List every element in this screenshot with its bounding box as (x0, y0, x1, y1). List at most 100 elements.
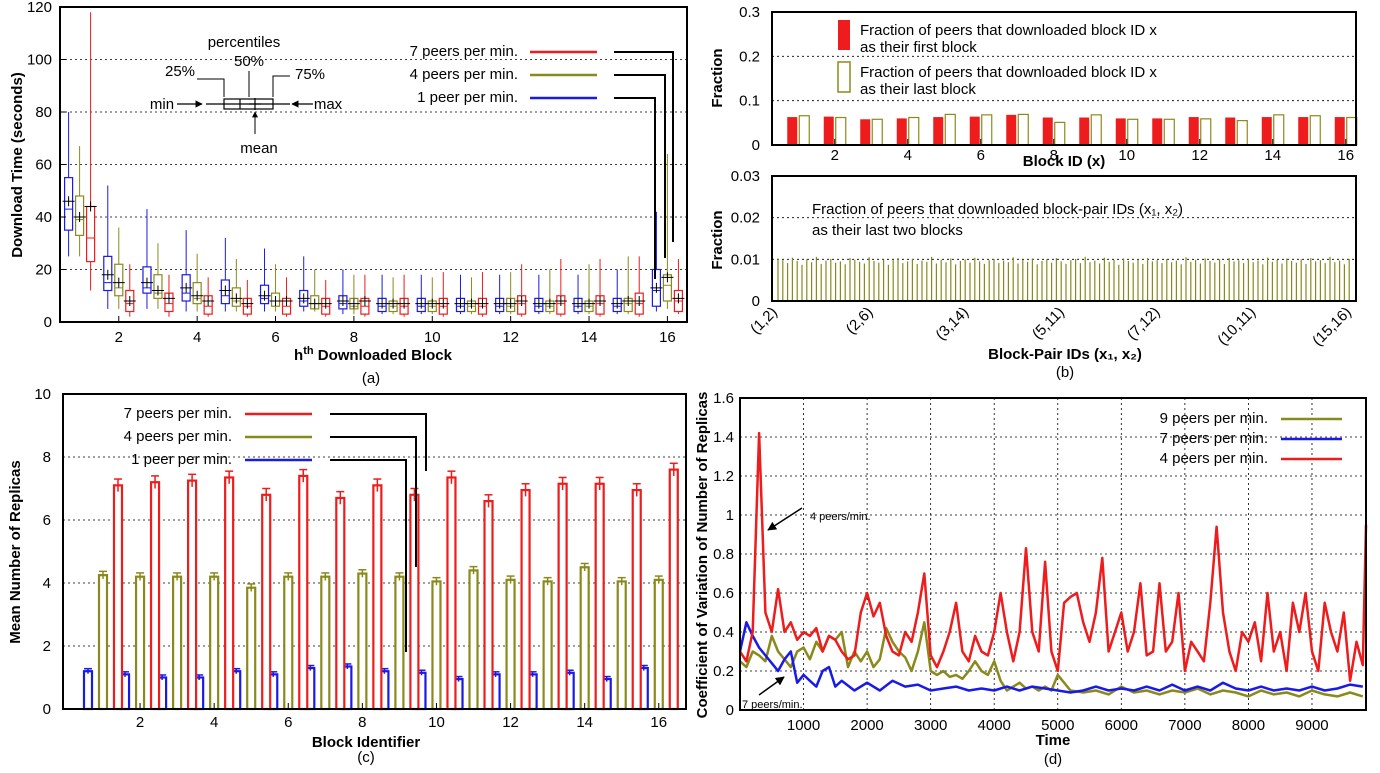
tick-label-x: 10 (428, 714, 445, 731)
tick-label-x: 8 (358, 714, 366, 731)
panel-b-bottom-annotation-1: Fraction of peers that downloaded block-… (812, 201, 1183, 218)
bar-first-block (1079, 117, 1090, 145)
tick-label-y: 0.3 (739, 4, 760, 21)
tick-label-x: 2 (115, 329, 123, 346)
panel-a-boxplot: 0 20 40 60 80 100 120 2 4 6 8 10 12 14 16 Download Tim… (9, 0, 688, 387)
bar-last-block (944, 113, 956, 146)
legend-label-1-peer: 1 peer per min. (417, 89, 518, 106)
tick-label-y: 10 (34, 386, 51, 403)
replica-bar (97, 574, 109, 711)
panel-b-bottom-annotation-2: as their last two blocks (812, 222, 963, 239)
tick-label-y: 0 (752, 137, 760, 154)
panel-c-frame (62, 393, 687, 710)
tick-label-x: 6000 (1105, 717, 1138, 734)
tick-label-x: 12 (1191, 147, 1208, 164)
series-line (738, 621, 1363, 694)
panel-c-ticks: 0 2 4 6 8 10 2 4 6 8 10 12 14 16 (34, 386, 667, 731)
tick-label-y: 0.6 (713, 585, 734, 602)
tick-label-x: 14 (576, 714, 593, 731)
bar-last-block (871, 118, 883, 146)
panel-b-bottom-frame (771, 175, 1357, 302)
tick-label-x: 2 (136, 714, 144, 731)
legend-label-7-peers-c: 7 peers per min. (124, 405, 232, 422)
tick-label-x: 10 (424, 329, 441, 346)
panel-a-ylabel: Download Time (seconds) (9, 72, 26, 258)
legend-label-4-peers-c: 4 peers per min. (124, 428, 232, 445)
bar-last-block (1127, 118, 1139, 146)
tick-label-y: 1.2 (713, 468, 734, 485)
panel-b-bottom-ylabel: Fraction (709, 210, 726, 269)
bar-last-block (1273, 114, 1285, 146)
tick-label-y: 40 (35, 209, 52, 226)
replica-bar (631, 488, 642, 711)
replica-bar (224, 476, 235, 711)
max-label: max (314, 96, 343, 113)
panel-b-bottom-ticks: 00.010.020.03(1,2) (2,6) (3,14) (5,11) (7,12… (731, 168, 1355, 349)
panel-b-top-legend: Fraction of peers that downloaded block … (837, 20, 1157, 98)
panel-c-series (82, 462, 679, 711)
panel-b-top-xlabel: Block ID (x) (1023, 153, 1106, 170)
panel-d-grid (740, 398, 1366, 710)
tick-label-x: 8 (1050, 147, 1058, 164)
tick-label-y: 8 (43, 449, 51, 466)
replica-bar (298, 474, 309, 711)
tick-label-x: (5,11) (1029, 304, 1068, 343)
panel-a-percentile-key: percentiles 25% 50% 75% min max mean (150, 34, 343, 157)
legend-label-7-peers: 7 peers per min. (410, 43, 518, 60)
replica-bar (668, 468, 679, 711)
tick-label-y: 1 (726, 507, 734, 524)
legend-label-9-peers-d: 9 peers per min. (1160, 410, 1268, 427)
tick-label-x: 16 (659, 329, 676, 346)
panel-b-top-series (787, 113, 1358, 146)
panel-c-legend: 7 peers per min. 4 peers per min. 1 peer… (124, 405, 427, 652)
panel-b-top-bars: 0 0.1 0.2 0.3 2 4 6 8 10 12 14 16 Fraction Block ID… (709, 4, 1358, 170)
tick-label-y: 0 (726, 702, 734, 719)
replica-bar (261, 493, 272, 711)
tick-label-x: 3000 (914, 717, 947, 734)
panel-b-bottom-bars: 00.010.020.03(1,2) (2,6) (3,14) (5,11) (7,12… (709, 168, 1357, 381)
panel-a-boxes (62, 12, 685, 317)
bar-first-block (1042, 117, 1053, 145)
mean-label: mean (240, 140, 278, 157)
tick-label-x: (10,11) (1214, 304, 1259, 349)
legend-label-first-block-1: Fraction of peers that downloaded block … (860, 22, 1157, 39)
min-label: min (150, 96, 174, 113)
series-line (738, 431, 1368, 683)
tick-label-x: 2 (831, 147, 839, 164)
replica-bar (172, 575, 183, 711)
panel-d-xlabel: Time (1036, 732, 1071, 749)
panel-d-legend: 9 peers per min. 7 peers per min. 4 peer… (1160, 410, 1342, 467)
bar-last-block (1309, 115, 1321, 146)
legend-label-7-peers-d: 7 peers per min. (1160, 430, 1268, 447)
replica-bar (246, 586, 257, 711)
tick-label-x: 6 (284, 714, 292, 731)
bar-first-block (1298, 117, 1309, 145)
replica-bar (283, 575, 294, 711)
bar-last-block (798, 115, 810, 146)
tick-label-y: 6 (43, 512, 51, 529)
tick-label-y: 1.6 (713, 390, 734, 407)
replica-bar (320, 575, 331, 711)
bar-last-block (1200, 118, 1212, 146)
tick-label-y: 120 (27, 0, 52, 16)
bar-first-block (1261, 117, 1272, 145)
tick-label-y: 60 (35, 157, 52, 174)
replica-bar (357, 572, 368, 711)
replica-bar (483, 500, 494, 711)
annotation-7-peers: 7 peers/min. (742, 699, 803, 711)
annotation-4-peers: 4 peers/min. (810, 511, 871, 523)
replica-bar (542, 580, 553, 711)
tick-label-x: 4 (210, 714, 218, 731)
bar-first-block (1115, 118, 1126, 145)
tick-label-x: 9000 (1295, 717, 1328, 734)
replica-bar (187, 479, 198, 711)
legend-label-4-peers: 4 peers per min. (410, 66, 518, 83)
legend-swatch-last-block (837, 61, 851, 93)
bar-first-block (1006, 114, 1017, 145)
legend-label-last-block-2: as their last block (860, 81, 976, 98)
bar-first-block (1334, 117, 1345, 145)
tick-label-x: 12 (502, 329, 519, 346)
legend-swatch-first-block (838, 20, 850, 50)
p50-label: 50% (234, 53, 264, 70)
